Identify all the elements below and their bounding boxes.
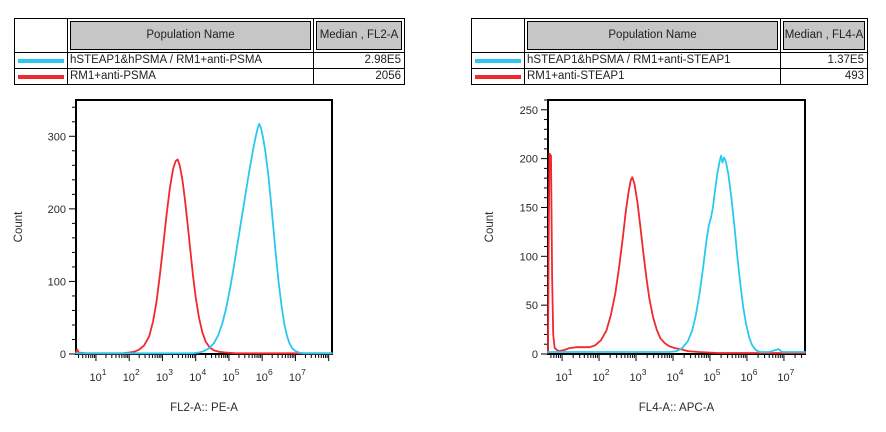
- table-header-median: Median , FL2-A: [313, 19, 404, 52]
- median-fl2a-header: Median , FL2-A: [316, 21, 402, 50]
- x-tick-label: 106: [256, 367, 273, 384]
- table-row-swatch-cell: [15, 52, 67, 68]
- table-header-median: Median , FL4-A: [780, 19, 867, 52]
- x-axis-title: FL2-A:: PE-A: [170, 402, 238, 414]
- median-value-cell: 493: [780, 68, 867, 84]
- table-row-swatch-cell: [472, 52, 524, 68]
- table-header-blank-cell: [472, 19, 524, 52]
- y-tick-label: 0: [60, 349, 66, 361]
- y-tick-label: 100: [48, 276, 66, 288]
- population-name-header: Population Name: [527, 21, 778, 50]
- population-table-fl4a: Population Name Median , FL4-A hSTEAP1&h…: [471, 18, 868, 85]
- median-value-cell: 2056: [313, 68, 404, 84]
- y-tick-label: 300: [48, 131, 66, 143]
- plot-frame: [75, 99, 333, 355]
- series-curve: [547, 152, 806, 354]
- table-header-blank-cell: [15, 19, 67, 52]
- y-axis-title: Count: [13, 211, 25, 242]
- series-curve: [547, 154, 806, 353]
- plot-frame: [547, 99, 806, 355]
- population-name-cell: hSTEAP1&hPSMA / RM1+anti-STEAP1: [524, 52, 780, 68]
- cyan-series-swatch: [475, 58, 521, 63]
- y-tick-label: 100: [520, 251, 538, 263]
- population-name-header: Population Name: [70, 21, 311, 50]
- median-value-cell: 2.98E5: [313, 52, 404, 68]
- y-tick-label: 200: [48, 204, 66, 216]
- x-tick-label: 104: [189, 367, 206, 384]
- red-series-swatch: [475, 74, 521, 79]
- red-series-swatch: [18, 74, 64, 79]
- x-tick-label: 102: [123, 367, 140, 384]
- table-header-population: Population Name: [524, 19, 780, 52]
- population-name-cell: RM1+anti-PSMA: [67, 68, 313, 84]
- x-tick-label: 101: [556, 367, 573, 384]
- y-tick-label: 200: [520, 154, 538, 166]
- y-tick-label: 250: [520, 105, 538, 117]
- fl4a-apc-histogram: 0 50 100 150 200 250 101 102 103 104 105 106 107 FL4-…: [484, 99, 806, 414]
- x-tick-label: 105: [703, 367, 720, 384]
- table-row-swatch-cell: [472, 68, 524, 84]
- x-tick-label: 104: [666, 367, 683, 384]
- y-axis-title: Count: [484, 211, 496, 242]
- x-tick-label: 106: [740, 367, 757, 384]
- cyan-series-swatch: [18, 58, 64, 63]
- median-fl4a-header: Median , FL4-A: [783, 21, 865, 50]
- series-curve: [75, 123, 333, 355]
- table-row-swatch-cell: [15, 68, 67, 84]
- x-tick-label: 103: [156, 367, 173, 384]
- table-header-population: Population Name: [67, 19, 313, 52]
- x-axis-title: FL4-A:: APC-A: [639, 402, 715, 414]
- population-name-cell: RM1+anti-STEAP1: [524, 68, 780, 84]
- x-tick-label: 107: [777, 367, 794, 384]
- y-tick-label: 150: [520, 202, 538, 214]
- x-tick-label: 102: [593, 367, 610, 384]
- population-name-cell: hSTEAP1&hPSMA / RM1+anti-PSMA: [67, 52, 313, 68]
- median-value-cell: 1.37E5: [780, 52, 867, 68]
- y-tick-label: 0: [532, 349, 538, 361]
- x-tick-label: 107: [289, 367, 306, 384]
- x-tick-label: 101: [89, 367, 106, 384]
- x-tick-label: 105: [222, 367, 239, 384]
- population-table-fl2a: Population Name Median , FL2-A hSTEAP1&h…: [14, 18, 405, 85]
- x-tick-label: 103: [630, 367, 647, 384]
- y-tick-label: 50: [526, 300, 538, 312]
